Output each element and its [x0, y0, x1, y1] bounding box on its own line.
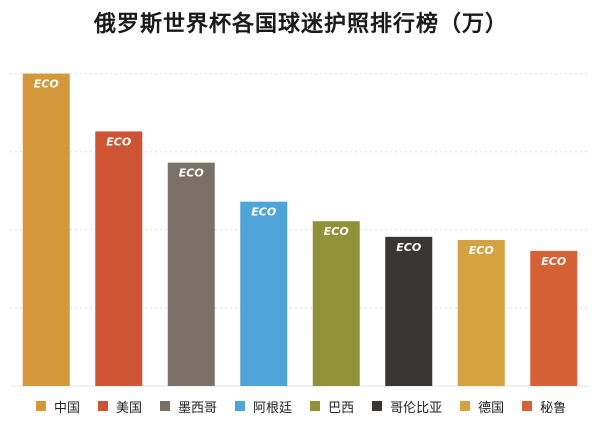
chart-title: 俄罗斯世界杯各国球迷护照排行榜（万）	[93, 12, 508, 37]
legend-swatch	[160, 401, 171, 411]
legend-item: 巴西	[310, 397, 354, 416]
legend-swatch	[522, 401, 533, 411]
bar-label: ECO	[251, 206, 276, 219]
legend-label: 阿根廷	[253, 400, 293, 416]
legend-label: 巴西	[328, 400, 355, 416]
legend-swatch	[372, 401, 383, 411]
legend-label: 美国	[116, 400, 143, 416]
bar-4	[240, 201, 288, 386]
bar-8	[530, 250, 578, 386]
bar-3	[167, 162, 215, 386]
legend-swatch	[98, 401, 109, 411]
legend-swatch	[235, 401, 246, 411]
bar-label: ECO	[324, 225, 349, 238]
legend-label: 哥伦比亚	[390, 400, 443, 416]
bar-7	[457, 239, 505, 386]
bar-label: ECO	[396, 241, 421, 254]
legend-item: 德国	[460, 397, 504, 416]
bar-1	[22, 73, 70, 386]
bar-5	[312, 221, 360, 386]
legend-label: 德国	[478, 400, 505, 416]
legend-item: 美国	[98, 397, 142, 416]
legend-swatch	[310, 401, 321, 411]
bar-label: ECO	[106, 135, 131, 148]
legend-item: 哥伦比亚	[372, 397, 442, 416]
legend: 中国 美国 墨西哥 阿根廷 巴西 哥伦比亚 德国 秘鲁	[36, 396, 596, 416]
legend-item: 墨西哥	[160, 397, 217, 416]
legend-swatch	[36, 401, 46, 411]
legend-item: 阿根廷	[235, 397, 292, 416]
bar-2	[95, 131, 143, 386]
bar-label: ECO	[541, 255, 566, 268]
legend-swatch	[460, 401, 471, 411]
bar-label: ECO	[469, 244, 494, 257]
bar-label: ECO	[179, 167, 204, 180]
legend-label: 墨西哥	[178, 400, 218, 416]
legend-label: 中国	[54, 400, 81, 416]
legend-label: 秘鲁	[540, 400, 567, 416]
legend-item: 秘鲁	[522, 397, 566, 416]
bar-label: ECO	[34, 78, 59, 91]
legend-item: 中国	[36, 397, 80, 416]
bar-6	[385, 236, 433, 386]
